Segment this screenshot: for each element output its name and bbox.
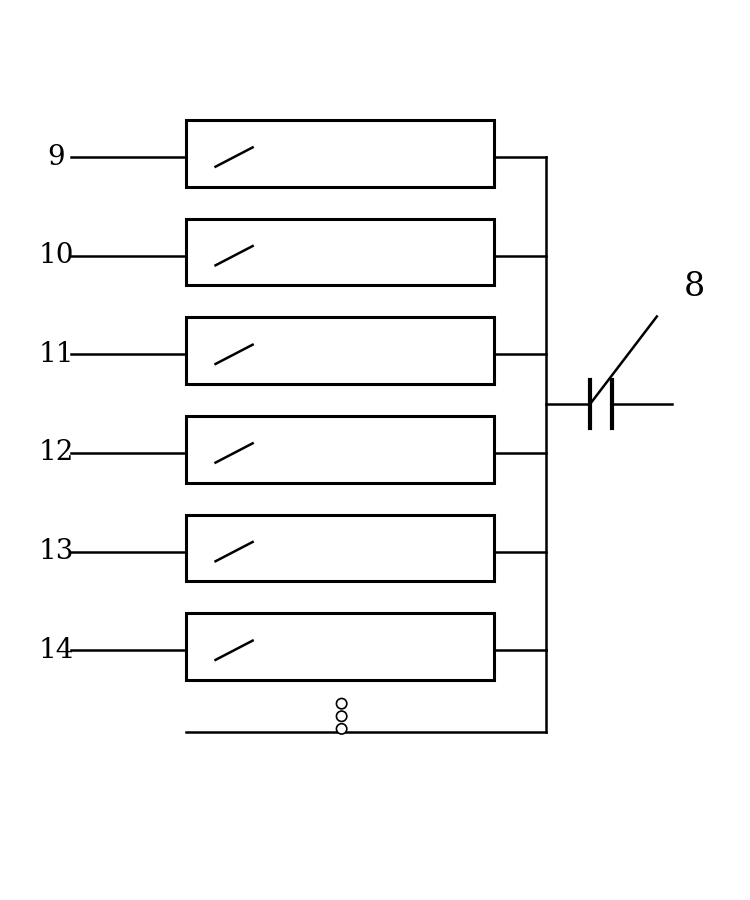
- Text: 8: 8: [683, 271, 704, 302]
- Circle shape: [337, 698, 346, 709]
- Text: 14: 14: [38, 637, 74, 664]
- Text: 10: 10: [38, 242, 74, 269]
- Bar: [186, 416, 494, 482]
- Bar: [186, 219, 494, 285]
- Text: 9: 9: [47, 143, 65, 170]
- Text: 11: 11: [38, 341, 74, 368]
- Bar: [186, 317, 494, 384]
- Text: 12: 12: [38, 439, 74, 466]
- Circle shape: [337, 724, 346, 734]
- Text: 13: 13: [38, 538, 74, 565]
- Bar: [186, 120, 494, 186]
- Bar: [186, 613, 494, 680]
- Bar: [186, 515, 494, 581]
- Circle shape: [337, 711, 346, 722]
